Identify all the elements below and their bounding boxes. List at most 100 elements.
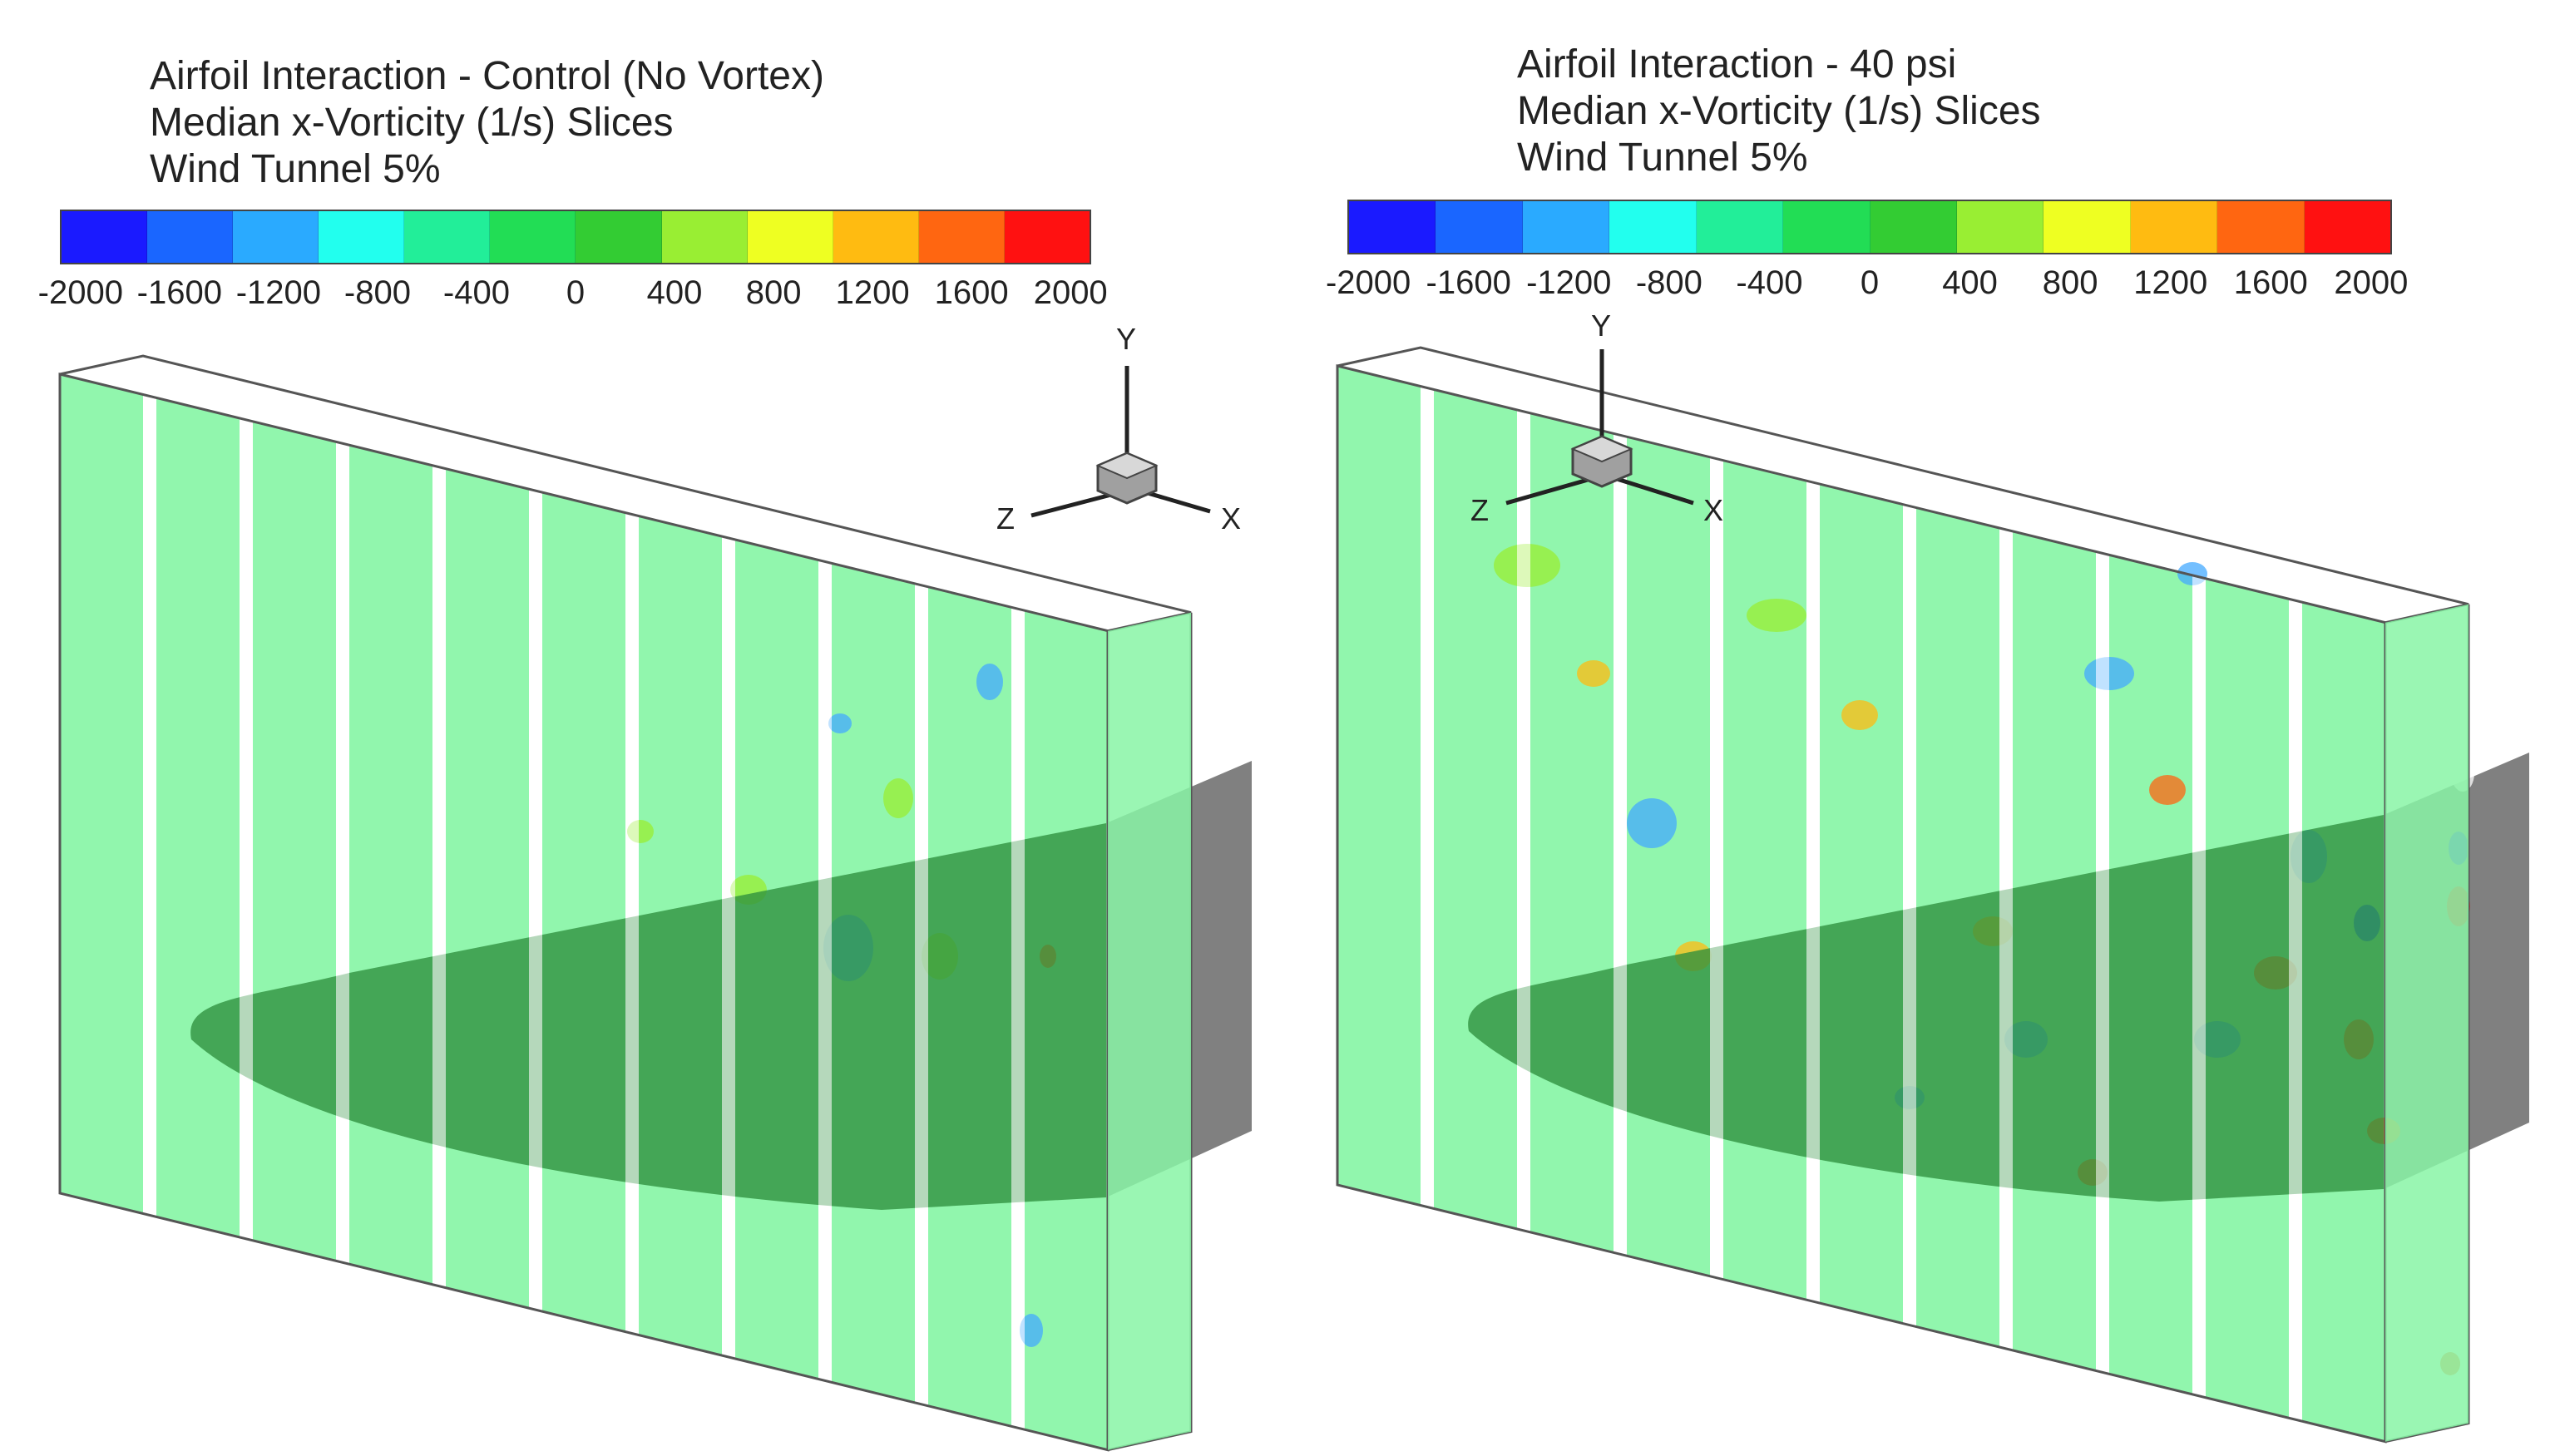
slice-gap (1806, 481, 1820, 1304)
colorbar-tick-label: 800 (745, 274, 802, 311)
colorbar-tick-label: -400 (1736, 264, 1803, 301)
colorbar-swatch (918, 211, 1005, 263)
control-title-line-3: Wind Tunnel 5% (150, 147, 441, 191)
vorticity-slice (60, 374, 143, 1214)
colorbar-swatch (1522, 201, 1610, 253)
slice-gap (143, 394, 156, 1217)
colorbar-swatch (1696, 201, 1784, 253)
colorbar-swatch (1956, 201, 2044, 253)
psi40-title-line-3: Wind Tunnel 5% (1517, 136, 1808, 180)
vorticity-slice (253, 421, 336, 1261)
slice-gap (2096, 551, 2109, 1375)
slice-gap (1421, 386, 1434, 1209)
slice-gap (240, 417, 253, 1241)
colorbar-tick-label: 2000 (1033, 274, 1108, 311)
control-axis-triad: Y Z X (996, 322, 1241, 536)
colorbar-swatch (2130, 201, 2218, 253)
colorbar-tick-label: 0 (566, 274, 586, 311)
control-z-axis-label: Z (996, 501, 1015, 536)
colorbar-tick-label: 1600 (934, 274, 1009, 311)
colorbar-swatch (233, 211, 319, 263)
vorticity-contour (1841, 700, 1878, 730)
colorbar-tick-label: 0 (1860, 264, 1880, 301)
psi40-title-line-1: Airfoil Interaction - 40 psi (1517, 42, 1957, 86)
psi40-title-line-2: Median x-Vorticity (1/s) Slices (1517, 89, 2041, 133)
vorticity-contour (2149, 775, 2186, 805)
slice-gap (1710, 457, 1723, 1280)
vorticity-slice (1820, 484, 1903, 1324)
vorticity-slice (446, 468, 529, 1309)
vorticity-contour (1577, 660, 1610, 687)
vorticity-contour (976, 664, 1003, 700)
colorbar-tick-label: 1200 (835, 274, 910, 311)
psi40-colorbar (1347, 200, 2392, 254)
slice-gap (722, 536, 735, 1359)
colorbar-swatch (2044, 201, 2131, 253)
control-colorbar (60, 210, 1091, 264)
colorbar-tick-label: -2000 (37, 274, 123, 311)
front-slice (1108, 612, 1191, 1450)
vorticity-slice (1530, 412, 1614, 1253)
colorbar-swatch (2304, 201, 2391, 253)
control-title-line-1: Airfoil Interaction - Control (No Vortex… (150, 54, 824, 98)
slice-gap (529, 489, 542, 1312)
colorbar-tick-label: 800 (2042, 264, 2098, 301)
slice-gap (1999, 528, 2013, 1350)
slice-gap (2192, 575, 2206, 1398)
colorbar-tick-label: -800 (1635, 264, 1703, 301)
colorbar-swatch (1783, 201, 1871, 253)
control-slice-scene: Y Z X (58, 322, 1252, 1452)
slice-gap (625, 512, 639, 1335)
colorbar-swatch (62, 211, 148, 263)
vorticity-slice (1723, 460, 1806, 1301)
colorbar-tick-label: -1200 (1526, 264, 1612, 301)
slice-gap (1614, 433, 1627, 1256)
colorbar-swatch (576, 211, 662, 263)
psi40-axis-triad: Y Z X (1470, 308, 1723, 527)
colorbar-tick-label: 1200 (2133, 264, 2208, 301)
slice-gap (432, 465, 446, 1288)
psi40-slice-scene: Y Z X (1336, 308, 2529, 1444)
vorticity-contour (883, 778, 913, 818)
vorticity-slice (156, 397, 240, 1237)
colorbar-tick-label: -1600 (136, 274, 222, 311)
colorbar-tick-label: 400 (646, 274, 703, 311)
control-colorbar-labels: -2000 -1600 -1200 -800 -400 0 400 800 1200 1600 20… (38, 274, 1108, 316)
vorticity-contour (1020, 1314, 1043, 1347)
colorbar-swatch (2217, 201, 2305, 253)
colorbar-tick-label: -1200 (235, 274, 322, 311)
slice-gap (915, 583, 928, 1406)
control-y-axis-label: Y (1116, 322, 1136, 356)
control-title: Airfoil Interaction - Control (No Vortex… (150, 53, 824, 193)
vorticity-slice (1337, 366, 1421, 1206)
vorticity-contour (1627, 798, 1677, 848)
colorbar-tick-label: -400 (442, 274, 510, 311)
control-panel: Airfoil Interaction - Control (No Vortex… (38, 53, 1252, 1452)
slice-gap (336, 442, 349, 1265)
colorbar-swatch (319, 211, 405, 263)
colorbar-swatch (404, 211, 491, 263)
colorbar-swatch (747, 211, 833, 263)
colorbar-swatch (1436, 201, 1523, 253)
control-x-axis-label: X (1221, 501, 1241, 536)
slice-gap (1517, 409, 1530, 1232)
psi40-y-axis-label: Y (1591, 308, 1611, 343)
psi40-z-axis-label: Z (1470, 493, 1489, 527)
colorbar-swatch (1870, 201, 1957, 253)
psi40-panel: Airfoil Interaction - 40 psi Median x-Vo… (1278, 0, 2555, 1456)
slice-gap (1011, 607, 1025, 1430)
colorbar-swatch (1349, 201, 1436, 253)
colorbar-tick-label: -800 (343, 274, 411, 311)
colorbar-tick-label: -2000 (1325, 264, 1411, 301)
vorticity-contour (1747, 599, 1806, 632)
vorticity-slice (1627, 437, 1710, 1276)
psi40-title: Airfoil Interaction - 40 psi Median x-Vo… (1517, 42, 2041, 181)
airfoil (1468, 815, 2384, 1202)
colorbar-swatch (661, 211, 748, 263)
airfoil (190, 823, 1107, 1210)
colorbar-tick-label: -1600 (1426, 264, 1511, 301)
vorticity-slice (349, 445, 432, 1285)
colorbar-swatch (833, 211, 919, 263)
psi40-x-axis-label: X (1703, 493, 1723, 527)
front-slice (2385, 604, 2469, 1442)
